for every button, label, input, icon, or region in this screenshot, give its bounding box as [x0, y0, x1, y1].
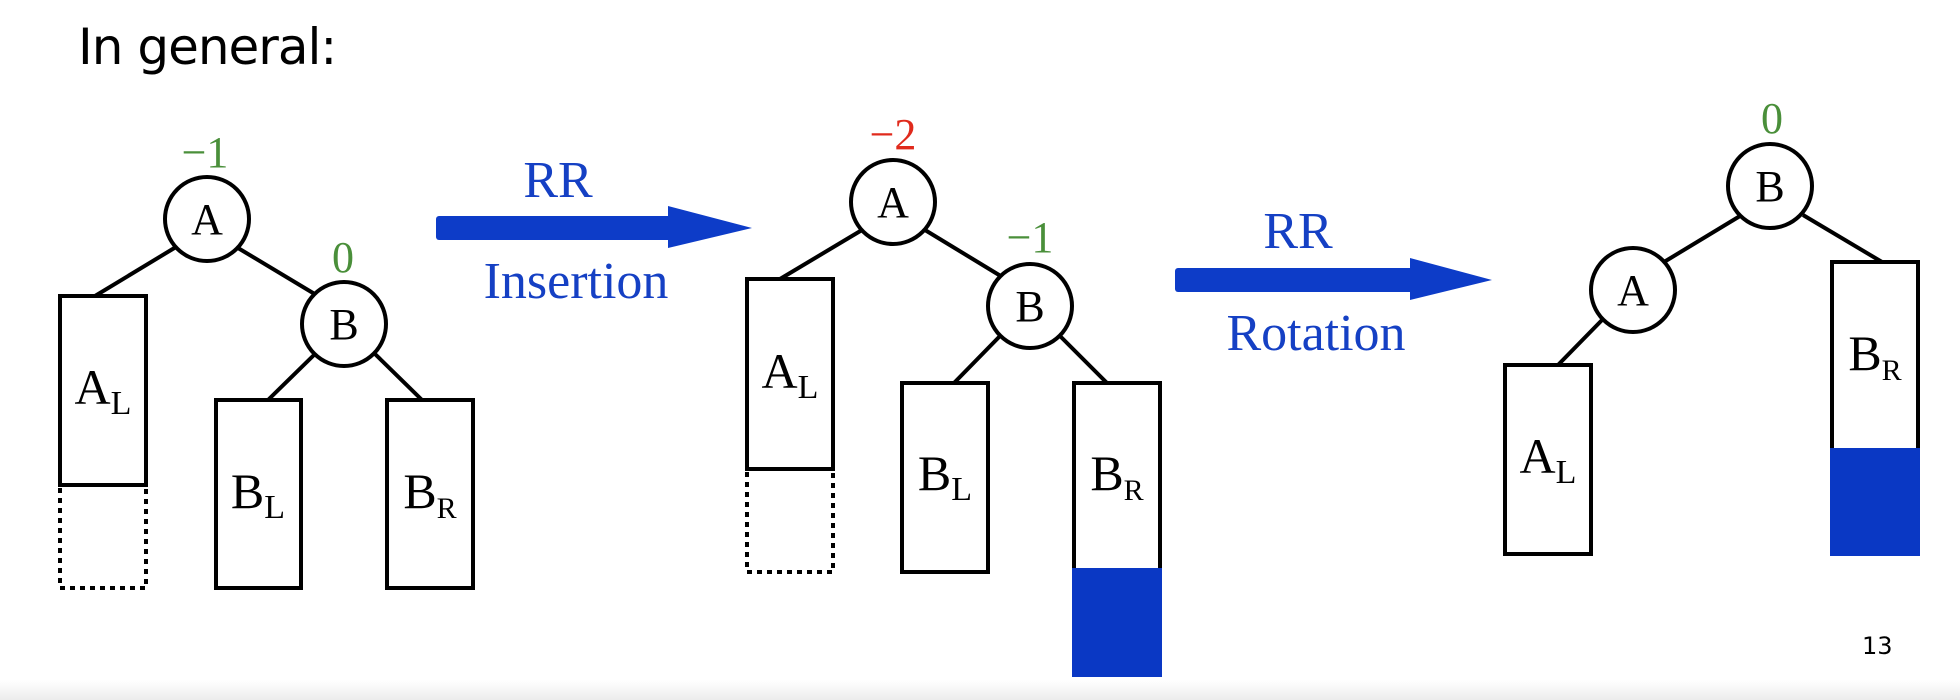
arrow-rr-insertion: RR Insertion	[436, 152, 752, 310]
balance-factor-a: −2	[870, 110, 917, 159]
subtree-al	[1503, 363, 1593, 556]
arrow-label-bottom: Insertion	[484, 253, 669, 310]
arrow-shaft	[1175, 268, 1415, 292]
edge-a-b	[923, 228, 1006, 280]
arrow-label-bottom: Rotation	[1226, 305, 1405, 362]
subtree-al-potential-level	[745, 467, 835, 574]
subtree-al	[745, 277, 835, 471]
slide-heading: In general:	[78, 18, 337, 76]
edge-a-b	[236, 246, 320, 298]
edge-a-al	[93, 245, 178, 298]
node-a	[163, 175, 251, 263]
node-a-label: A	[877, 178, 909, 227]
edge-b-br	[373, 352, 424, 402]
balance-factor-a: −1	[182, 128, 229, 177]
arrow-rr-rotation: RR Rotation	[1175, 203, 1492, 362]
node-a	[849, 158, 937, 246]
edge-b-br	[1058, 334, 1109, 385]
inserted-level	[1830, 448, 1920, 556]
page-number: 13	[1862, 632, 1893, 660]
subtree-br-label: BR	[1848, 325, 1901, 387]
edge-b-bl	[952, 334, 1002, 385]
tree-after-rotation: B 0 A AL BR	[1503, 94, 1920, 556]
subtree-al-label: AL	[75, 359, 132, 422]
node-a-label: A	[191, 195, 223, 244]
balance-factor-b: 0	[332, 233, 354, 282]
edge-b-bl	[266, 352, 317, 402]
subtree-bl	[900, 381, 990, 574]
subtree-br-label: BR	[403, 463, 456, 525]
balance-factor-b: 0	[1761, 94, 1783, 143]
bottom-strip	[0, 680, 1960, 700]
arrow-head	[1410, 258, 1492, 300]
node-b	[300, 280, 388, 368]
edge-b-a	[1662, 211, 1747, 264]
node-b-label: B	[1755, 162, 1784, 211]
edge-b-br	[1801, 213, 1884, 264]
arrow-label-top: RR	[523, 152, 593, 209]
node-b-label: B	[1015, 282, 1044, 331]
subtree-bl-label: BL	[231, 463, 285, 526]
arrow-head	[668, 206, 752, 248]
node-b	[986, 262, 1074, 350]
subtree-al-potential-level	[58, 483, 148, 590]
arrow-label-top: RR	[1263, 203, 1333, 260]
balance-factor-b: −1	[1007, 213, 1054, 262]
inserted-level	[1072, 568, 1162, 677]
subtree-al-label: AL	[762, 343, 819, 406]
edge-a-al	[778, 228, 864, 281]
subtree-bl	[214, 398, 303, 590]
subtree-al	[58, 294, 148, 487]
subtree-al-label: AL	[1520, 428, 1577, 491]
subtree-bl-label: BL	[918, 445, 972, 508]
arrow-shaft	[436, 216, 672, 240]
node-b	[1726, 142, 1814, 230]
tree-before-insertion: A −1 B 0 AL BL BR	[58, 128, 475, 590]
edge-a-al	[1556, 316, 1606, 367]
node-b-label: B	[329, 300, 358, 349]
subtree-br-label: BR	[1090, 445, 1143, 507]
node-a	[1589, 246, 1677, 334]
subtree-br	[385, 398, 475, 590]
tree-after-insertion: A −2 B −1 AL BL BR	[745, 110, 1162, 677]
node-a-label: A	[1617, 266, 1649, 315]
